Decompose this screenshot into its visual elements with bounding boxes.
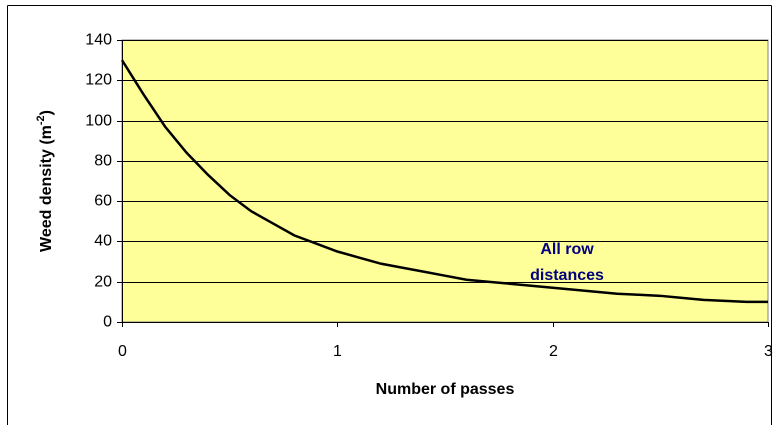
y-tick-label: 20 — [94, 274, 112, 291]
y-axis-title: Weed density (m-2) — [35, 110, 55, 252]
y-tick-label: 40 — [94, 233, 112, 250]
y-tick-label: 120 — [85, 72, 112, 89]
y-axis-title-text: Weed density (m — [38, 125, 55, 252]
y-tick-label: 60 — [94, 193, 112, 210]
x-tick-label: 1 — [333, 343, 342, 360]
x-axis-title: Number of passes — [376, 381, 515, 398]
line-series — [120, 59, 768, 304]
y-axis-title-sup: -2 — [35, 115, 47, 125]
x-tick-label: 2 — [549, 343, 558, 360]
y-tick-label: 80 — [94, 153, 112, 170]
y-tick-label: 140 — [85, 32, 112, 49]
annotation: All row — [540, 241, 594, 258]
plot-area — [121, 39, 769, 323]
x-tick-label: 0 — [118, 343, 127, 360]
x-tick-label: 3 — [764, 343, 773, 360]
y-tick-label: 100 — [85, 113, 112, 130]
annotation: distances — [530, 267, 604, 284]
y-tick-label: 0 — [103, 314, 112, 331]
y-axis-title-close: ) — [38, 110, 55, 115]
